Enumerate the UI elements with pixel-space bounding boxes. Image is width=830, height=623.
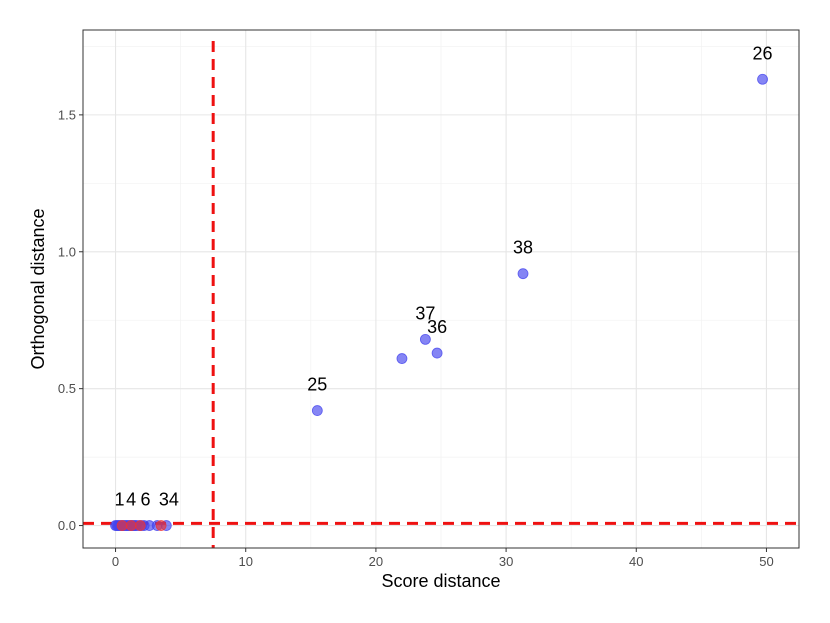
- flagged-point: [125, 520, 137, 531]
- data-point: [311, 405, 323, 416]
- cluster-label-6: 6: [140, 490, 150, 510]
- data-point: [396, 353, 408, 364]
- x-tick-label: 30: [499, 554, 513, 569]
- y-axis-title: Orthogonal distance: [28, 208, 48, 369]
- point-label-37: 37: [415, 303, 435, 323]
- y-tick-label: 1.0: [58, 244, 76, 259]
- x-tick-label: 20: [369, 554, 383, 569]
- data-point: [431, 347, 443, 359]
- plot-border: [82, 29, 800, 549]
- cluster-label-34: 34: [159, 490, 179, 510]
- flagged-point: [155, 520, 167, 531]
- cluster-label-4: 4: [126, 490, 136, 510]
- grid-minor: [83, 30, 799, 548]
- x-axis-title: Score distance: [381, 571, 500, 591]
- y-tick-label: 0.0: [58, 518, 76, 533]
- cutoff-lines: [83, 41, 799, 548]
- point-label-26: 26: [753, 43, 773, 63]
- data-point: [419, 333, 431, 345]
- x-tick-label: 0: [112, 554, 119, 569]
- cluster-label-1: 1: [114, 490, 124, 510]
- data-points: [110, 73, 768, 531]
- x-tick-label: 50: [759, 554, 773, 569]
- data-point: [517, 268, 529, 280]
- flagged-point: [116, 520, 128, 531]
- y-tick-label: 0.5: [58, 381, 76, 396]
- y-axis: 0.0 0.5 1.0 1.5: [58, 107, 83, 533]
- point-label-36: 36: [427, 317, 447, 337]
- y-tick-label: 1.5: [58, 107, 76, 122]
- x-axis: 0 10 20 30 40 50: [112, 548, 774, 569]
- point-label-25: 25: [307, 375, 327, 395]
- data-point: [757, 73, 768, 85]
- grid-major: [83, 30, 799, 548]
- flagged-point: [134, 520, 146, 531]
- point-label-38: 38: [513, 238, 533, 258]
- x-tick-label: 10: [238, 554, 252, 569]
- x-tick-label: 40: [629, 554, 643, 569]
